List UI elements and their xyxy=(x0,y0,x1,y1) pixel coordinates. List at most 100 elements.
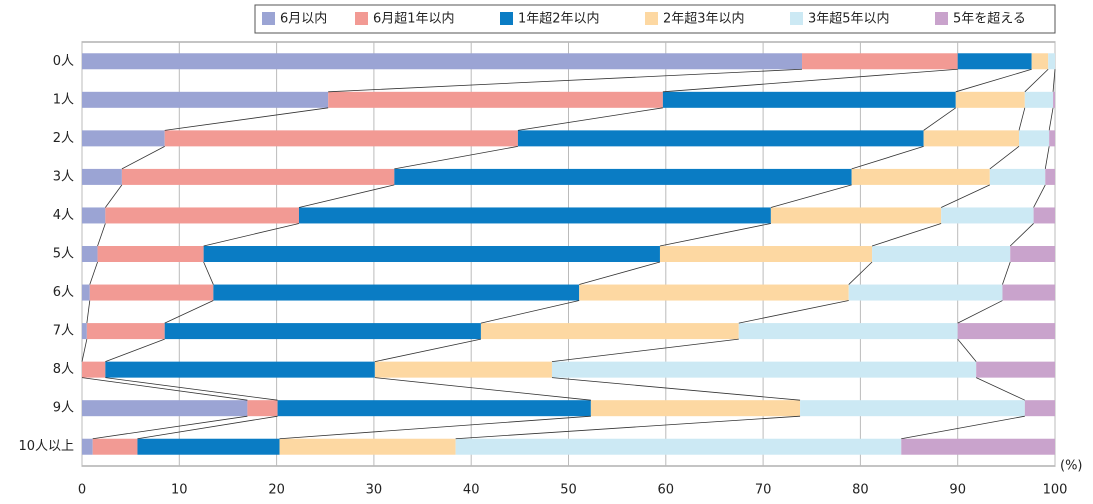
connector xyxy=(279,415,591,440)
bar-segment xyxy=(770,207,942,224)
connector xyxy=(848,261,873,285)
connector xyxy=(1009,223,1034,247)
bar-segment xyxy=(901,438,1055,455)
bar-segment xyxy=(164,130,518,147)
bar-segment xyxy=(105,361,375,378)
connector xyxy=(1033,184,1046,208)
bar-segment xyxy=(579,284,849,301)
connector xyxy=(871,223,942,247)
connector xyxy=(203,261,214,285)
y-tick-label: 10人以上 xyxy=(18,439,74,454)
bar-segment xyxy=(989,168,1046,185)
bar-segment xyxy=(82,207,106,224)
bar-segment xyxy=(277,400,591,417)
connector xyxy=(164,300,214,324)
connector xyxy=(105,184,123,208)
connector xyxy=(940,184,990,208)
bar-segment xyxy=(298,207,771,224)
connector xyxy=(203,223,300,247)
connector xyxy=(955,68,1032,93)
connector xyxy=(957,300,1003,324)
bar-segment xyxy=(848,284,1003,301)
connector xyxy=(298,184,395,208)
bar-segment xyxy=(1031,53,1049,70)
bar-segment xyxy=(800,400,1025,417)
connector xyxy=(89,261,98,285)
bar-segment xyxy=(82,400,248,417)
legend-swatch xyxy=(935,12,948,25)
connector xyxy=(923,107,956,131)
bar-segment xyxy=(82,438,93,455)
connector xyxy=(1048,107,1054,131)
bar-segment xyxy=(213,284,580,301)
bar-segment xyxy=(82,284,90,301)
bar-segment xyxy=(82,53,803,70)
bar-segment xyxy=(203,246,660,262)
bar-segment xyxy=(279,438,456,455)
x-tick-label: 90 xyxy=(949,483,966,498)
connector xyxy=(1002,261,1011,285)
bar-segment xyxy=(923,130,1019,147)
connector xyxy=(164,107,329,131)
legend-swatch xyxy=(645,12,658,25)
bar-segment xyxy=(738,323,958,340)
bar-segment xyxy=(957,53,1032,70)
bar-segment xyxy=(394,168,852,185)
legend-label: 1年超2年以内 xyxy=(518,11,600,27)
x-tick-label: 40 xyxy=(463,483,480,498)
bar-segment xyxy=(105,207,299,224)
connector xyxy=(957,338,977,362)
bar-segment xyxy=(590,400,801,417)
bar-segment xyxy=(1024,91,1054,108)
bar-segment xyxy=(82,361,106,378)
bar-segment xyxy=(872,246,1011,262)
bar-segment xyxy=(957,323,1055,340)
bar-segment xyxy=(1018,130,1050,147)
connector xyxy=(92,415,248,440)
x-tick-label: 60 xyxy=(658,483,675,498)
legend-label: 5年を超える xyxy=(953,12,1026,27)
legend-label: 2年超3年以内 xyxy=(663,11,745,27)
connector xyxy=(1044,146,1050,169)
bar-segment xyxy=(82,168,122,185)
bar-segment xyxy=(92,438,138,455)
bar-segment xyxy=(328,91,663,108)
connector xyxy=(659,223,771,247)
bar-segment xyxy=(82,130,165,147)
bar-segment xyxy=(480,323,739,340)
connector xyxy=(374,338,482,363)
bar-segment xyxy=(662,91,956,108)
connector xyxy=(551,338,739,363)
connector xyxy=(989,146,1020,170)
bar-segment xyxy=(1049,130,1055,147)
bar-segment xyxy=(802,53,958,70)
x-tick-label: 100 xyxy=(1043,483,1068,498)
bar-segment xyxy=(1010,246,1055,262)
x-tick-label: 30 xyxy=(366,483,383,498)
connector xyxy=(1024,68,1049,93)
connector xyxy=(851,145,924,170)
bar-segment xyxy=(551,361,977,378)
connector xyxy=(394,145,518,170)
legend-swatch xyxy=(262,12,275,25)
connector xyxy=(374,377,591,401)
connector xyxy=(901,415,1025,440)
y-tick-label: 5人 xyxy=(53,247,74,262)
y-tick-label: 3人 xyxy=(53,169,74,184)
connector xyxy=(1018,107,1026,131)
y-tick-label: 6人 xyxy=(53,285,74,300)
bar-segment xyxy=(659,246,873,262)
bar-segment xyxy=(82,91,329,108)
connector xyxy=(738,300,849,324)
connector xyxy=(662,68,958,93)
legend-label: 6月以内 xyxy=(280,11,327,27)
bar-segment xyxy=(86,323,165,340)
connector xyxy=(328,68,803,93)
bar-segment xyxy=(89,284,214,301)
connector xyxy=(480,300,580,324)
bar-segment xyxy=(121,168,395,185)
bar-segment xyxy=(82,246,98,262)
bar-segment xyxy=(1002,284,1055,301)
bar-segment xyxy=(517,130,924,147)
bar-segment xyxy=(1024,400,1055,417)
